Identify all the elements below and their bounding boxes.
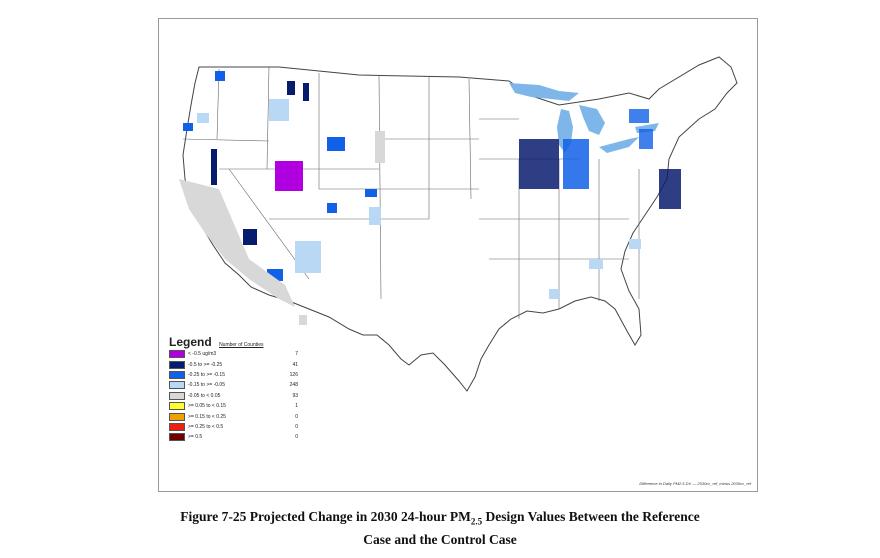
legend-item: >= 0.25 to < 0.5 0	[169, 422, 329, 432]
lake-superior	[509, 83, 579, 101]
legend-count: 0	[295, 413, 298, 420]
legend-swatch	[169, 433, 185, 442]
legend-count: 1	[295, 403, 298, 410]
legend-count: 7	[295, 351, 298, 358]
legend-label: -0.15 to >= -0.05	[188, 382, 225, 389]
us-county-map	[179, 56, 738, 392]
legend-label: < -0.5 ug/m3	[188, 351, 217, 358]
map-note: Difference in Daily PM2.5 DV — 2030cc_re…	[639, 481, 751, 486]
legend-subtitle: Number of Counties	[219, 342, 264, 348]
lake-erie	[599, 137, 639, 153]
map-figure: Legend Number of Counties < -0.5 ug/m3 7-…	[158, 18, 758, 492]
legend-count: 0	[295, 434, 298, 441]
legend-swatch	[169, 360, 185, 369]
legend-label: -0.05 to < 0.05	[188, 392, 221, 399]
legend-label: -0.25 to >= -0.15	[188, 371, 225, 378]
legend-item: -0.05 to < 0.05 93	[169, 391, 329, 401]
legend-count: 248	[289, 382, 298, 389]
legend-label: >= 0.25 to < 0.5	[188, 423, 224, 430]
caption-sub: 2.5	[470, 516, 483, 527]
legend-item: < -0.5 ug/m3 7	[169, 349, 329, 359]
legend-item: -0.5 to >= -0.25 41	[169, 359, 329, 369]
legend-label: -0.5 to >= -0.25	[188, 361, 223, 368]
lake-huron	[579, 105, 605, 135]
legend-swatch	[169, 391, 185, 400]
legend-swatch	[169, 381, 185, 390]
county-patches	[179, 71, 681, 325]
us-outline	[182, 56, 738, 392]
map-legend: Legend Number of Counties < -0.5 ug/m3 7-…	[169, 335, 329, 443]
caption-line2: Case and the Control Case	[363, 531, 517, 547]
legend-swatch	[169, 412, 185, 421]
legend-title: Legend	[169, 335, 212, 349]
legend-item: >= 0.5 0	[169, 432, 329, 442]
legend-label: >= 0.15 to < 0.25	[188, 413, 226, 420]
legend-item: >= 0.05 to < 0.15 1	[169, 401, 329, 411]
figure-caption: Figure 7-25 Projected Change in 2030 24-…	[0, 508, 880, 548]
legend-swatch	[169, 350, 185, 359]
legend-item: >= 0.15 to < 0.25 0	[169, 411, 329, 421]
legend-item: -0.15 to >= -0.05 248	[169, 380, 329, 390]
legend-item: -0.25 to >= -0.15 126	[169, 370, 329, 380]
legend-count: 0	[295, 423, 298, 430]
caption-line1-prefix: Figure 7-25 Projected Change in 2030 24-…	[180, 509, 471, 524]
legend-swatch	[169, 422, 185, 431]
legend-count: 41	[292, 361, 298, 368]
caption-line1-suffix: Design Values Between the Reference	[482, 509, 700, 524]
legend-label: >= 0.05 to < 0.15	[188, 403, 226, 410]
legend-swatch	[169, 402, 185, 411]
legend-label: >= 0.5	[188, 434, 203, 441]
legend-swatch	[169, 370, 185, 379]
legend-count: 93	[292, 392, 298, 399]
legend-count: 126	[289, 371, 298, 378]
